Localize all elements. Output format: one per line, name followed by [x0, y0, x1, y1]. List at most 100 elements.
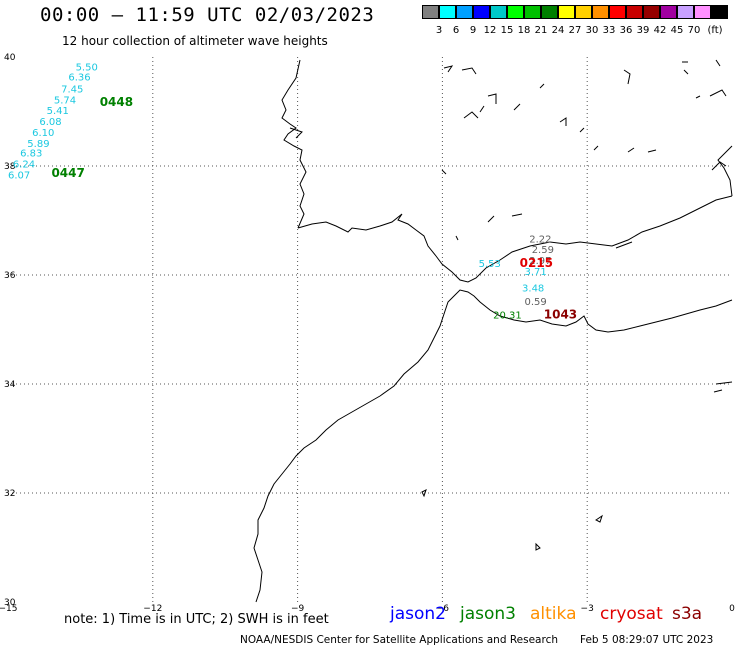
legend-entry-altika: altika [530, 604, 577, 624]
wave-height-value: 6.83 [20, 149, 42, 160]
coastline-segment [461, 67, 477, 75]
colorbar-swatch [694, 5, 711, 19]
coastline-segment [715, 59, 721, 67]
colorbar-label: 3 [435, 25, 443, 36]
colorbar-swatch [490, 5, 507, 19]
colorbar-swatch [439, 5, 456, 19]
colorbar-label: 6 [452, 25, 460, 36]
coastline-segment [711, 161, 727, 171]
colorbar-swatch [507, 5, 524, 19]
wave-height-labels: 5.506.367.455.745.416.086.105.896.836.24… [8, 63, 577, 322]
coastline-segment [593, 145, 599, 151]
wave-height-value: 6.08 [39, 117, 61, 128]
coastline-segment [479, 105, 485, 113]
lat-tick-label: 40 [4, 53, 16, 63]
coastline-segment [281, 59, 307, 229]
coastline-segment [647, 149, 657, 153]
wave-height-value: 3.48 [522, 283, 544, 294]
colorbar-swatch [422, 5, 439, 19]
pass-time-label: 0215 [520, 256, 553, 270]
wave-height-value: 7.45 [61, 84, 83, 95]
footer-note: note: 1) Time is in UTC; 2) SWH is in fe… [64, 612, 329, 627]
colorbar-label: 12 [483, 25, 497, 36]
coastline-segment [253, 289, 733, 603]
legend-entry-s3a: s3a [672, 604, 703, 624]
wave-height-value: 5.41 [47, 106, 69, 117]
coastline-segment [463, 111, 479, 119]
colorbar-swatches [422, 5, 728, 19]
colorbar-label: 45 [670, 25, 684, 36]
colorbar-swatch [456, 5, 473, 19]
legend-entry-jason2: jason2 [390, 604, 446, 624]
colorbar-swatch [473, 5, 490, 19]
colorbar-label: 39 [636, 25, 650, 36]
coastline-segment [455, 235, 459, 241]
wave-height-value: 2.22 [529, 234, 551, 245]
colorbar-swatch [643, 5, 660, 19]
wave-height-value: 3.71 [524, 267, 546, 278]
lat-tick-label: 34 [4, 380, 16, 390]
pass-time-label: 0448 [100, 95, 133, 109]
wave-height-value: 2.59 [532, 245, 554, 256]
colorbar-swatch [711, 5, 728, 19]
wave-height-value: 6.24 [13, 160, 35, 171]
coastline-segment [559, 117, 567, 126]
colorbar-label: 36 [619, 25, 633, 36]
colorbar-label: 21 [534, 25, 548, 36]
colorbar-swatch [575, 5, 592, 19]
wave-height-value: 5.53 [479, 259, 501, 270]
coastline-segment [615, 241, 633, 249]
coastline-segment [535, 542, 541, 551]
colorbar-label: 33 [602, 25, 616, 36]
colorbar-swatch [660, 5, 677, 19]
coastline-segment [487, 215, 495, 223]
colorbar-swatch [592, 5, 609, 19]
lon-tick-label: −3 [581, 604, 594, 614]
wave-height-value: 5.74 [54, 95, 76, 106]
wave-height-value: 6.10 [32, 128, 54, 139]
colorbar-label: 9 [469, 25, 477, 36]
coastline-segment [623, 69, 631, 85]
lon-tick-label: −15 [0, 604, 18, 614]
colorbar-label: 70 [687, 25, 701, 36]
colorbar-swatch [524, 5, 541, 19]
coastline-segment [579, 127, 585, 133]
coastline [253, 59, 733, 603]
page-title: 00:00 – 11:59 UTC 02/03/2023 [40, 4, 375, 26]
coastline-segment [595, 514, 603, 523]
coastline-segment [539, 83, 545, 89]
coastline-segment [297, 195, 733, 283]
legend-entry-jason3: jason3 [460, 604, 516, 624]
coastline-segment [713, 389, 723, 393]
coastline-segment [443, 65, 454, 73]
lat-tick-label: 38 [4, 162, 16, 172]
wave-height-value: 20.31 [493, 311, 522, 322]
wave-height-value: 2.97 [529, 256, 551, 267]
page-subtitle: 12 hour collection of altimeter wave hei… [62, 34, 328, 48]
coastline-segment [709, 89, 727, 97]
lon-tick-label: 0 [729, 604, 735, 614]
colorbar-label: 27 [568, 25, 582, 36]
coastline-segment [441, 169, 447, 175]
pass-time-label: 1043 [544, 308, 577, 322]
coastline-segment [683, 69, 689, 75]
graticule [8, 57, 732, 602]
colorbar-swatch [609, 5, 626, 19]
colorbar-label: 18 [517, 25, 531, 36]
coastline-segment [715, 381, 733, 385]
credit-line: NOAA/NESDIS Center for Satellite Applica… [240, 634, 558, 646]
lat-tick-label: 32 [4, 489, 15, 499]
colorbar-label: 42 [653, 25, 667, 36]
lat-tick-label: 36 [4, 271, 16, 281]
wave-height-value: 5.89 [27, 139, 49, 150]
colorbar-legend: 3 6 9 12 15 18 21 24 27 30 33 36 39 42 45 70 (ft) [422, 5, 728, 36]
coastline-segment [695, 95, 701, 99]
colorbar-label: 30 [585, 25, 599, 36]
axis-tick-labels: −15 −12 −9 −6 −3 0 30 32 34 36 38 40 [0, 53, 735, 614]
lat-tick-label: 30 [4, 598, 16, 608]
coastline-segment [487, 93, 497, 104]
colorbar-label: (ft) [707, 25, 723, 36]
lon-tick-label: −12 [143, 604, 162, 614]
colorbar-swatch [677, 5, 694, 19]
